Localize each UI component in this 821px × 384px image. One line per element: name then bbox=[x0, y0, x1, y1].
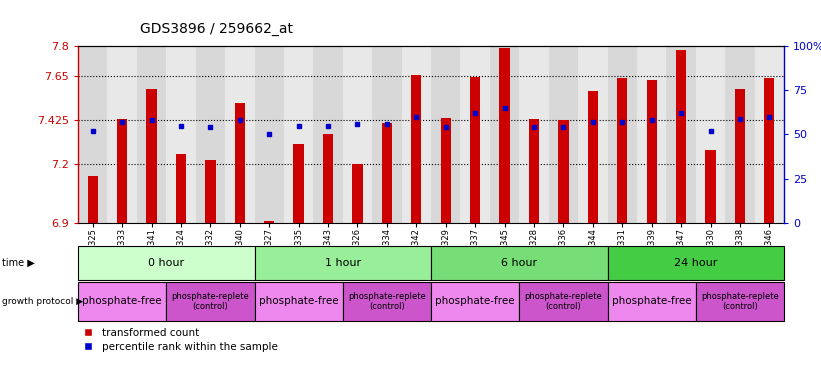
Bar bbox=[529, 119, 539, 223]
Bar bbox=[235, 103, 245, 223]
Bar bbox=[195, 46, 225, 223]
Bar bbox=[735, 89, 745, 223]
Bar bbox=[78, 282, 166, 321]
Bar bbox=[608, 246, 784, 280]
Bar bbox=[401, 46, 431, 223]
Bar bbox=[411, 74, 421, 223]
Bar bbox=[382, 122, 392, 223]
Bar bbox=[314, 46, 343, 223]
Bar bbox=[293, 144, 304, 223]
Bar bbox=[588, 91, 598, 223]
Bar bbox=[343, 46, 372, 223]
Bar bbox=[441, 118, 451, 223]
Bar bbox=[255, 282, 343, 321]
Bar bbox=[108, 46, 137, 223]
Text: GDS3896 / 259662_at: GDS3896 / 259662_at bbox=[140, 23, 292, 36]
Bar bbox=[548, 46, 578, 223]
Bar bbox=[578, 46, 608, 223]
Bar bbox=[637, 46, 667, 223]
Text: 6 hour: 6 hour bbox=[501, 258, 538, 268]
Bar bbox=[205, 160, 216, 223]
Bar bbox=[78, 46, 108, 223]
Bar bbox=[646, 80, 657, 223]
Bar bbox=[667, 46, 695, 223]
Bar bbox=[323, 134, 333, 223]
Bar bbox=[88, 175, 98, 223]
Bar bbox=[519, 282, 608, 321]
Bar bbox=[431, 246, 608, 280]
Bar bbox=[431, 46, 461, 223]
Bar bbox=[372, 46, 401, 223]
Text: phosphate-free: phosphate-free bbox=[82, 296, 162, 306]
Bar bbox=[343, 282, 431, 321]
Bar bbox=[725, 46, 754, 223]
Bar bbox=[284, 46, 314, 223]
Bar bbox=[676, 50, 686, 223]
Bar bbox=[117, 119, 127, 223]
Text: phosphate-replete
(control): phosphate-replete (control) bbox=[525, 292, 603, 311]
Bar bbox=[470, 78, 480, 223]
Text: phosphate-replete
(control): phosphate-replete (control) bbox=[172, 292, 250, 311]
Bar bbox=[705, 150, 716, 223]
Text: phosphate-replete
(control): phosphate-replete (control) bbox=[348, 292, 426, 311]
Bar bbox=[225, 46, 255, 223]
Text: phosphate-free: phosphate-free bbox=[259, 296, 338, 306]
Text: phosphate-replete
(control): phosphate-replete (control) bbox=[701, 292, 779, 311]
Bar bbox=[166, 46, 195, 223]
Text: 24 hour: 24 hour bbox=[674, 258, 718, 268]
Text: 1 hour: 1 hour bbox=[324, 258, 361, 268]
Bar bbox=[176, 154, 186, 223]
Bar bbox=[499, 48, 510, 223]
Bar bbox=[255, 46, 284, 223]
Bar bbox=[519, 46, 548, 223]
Bar bbox=[608, 46, 637, 223]
Bar bbox=[764, 78, 774, 223]
Bar bbox=[608, 282, 696, 321]
Bar bbox=[695, 282, 784, 321]
Bar bbox=[264, 221, 274, 223]
Bar bbox=[146, 89, 157, 223]
Bar bbox=[255, 246, 431, 280]
Bar bbox=[137, 46, 166, 223]
Bar bbox=[166, 282, 255, 321]
Bar bbox=[352, 164, 363, 223]
Text: time ▶: time ▶ bbox=[2, 258, 35, 268]
Text: phosphate-free: phosphate-free bbox=[435, 296, 515, 306]
Bar bbox=[490, 46, 519, 223]
Bar bbox=[696, 46, 725, 223]
Bar bbox=[431, 282, 519, 321]
Legend: transformed count, percentile rank within the sample: transformed count, percentile rank withi… bbox=[83, 328, 277, 353]
Text: 0 hour: 0 hour bbox=[148, 258, 185, 268]
Bar bbox=[754, 46, 784, 223]
Text: phosphate-free: phosphate-free bbox=[612, 296, 691, 306]
Bar bbox=[558, 120, 569, 223]
Bar bbox=[617, 78, 627, 223]
Bar bbox=[78, 246, 255, 280]
Bar bbox=[461, 46, 490, 223]
Text: growth protocol ▶: growth protocol ▶ bbox=[2, 297, 84, 306]
